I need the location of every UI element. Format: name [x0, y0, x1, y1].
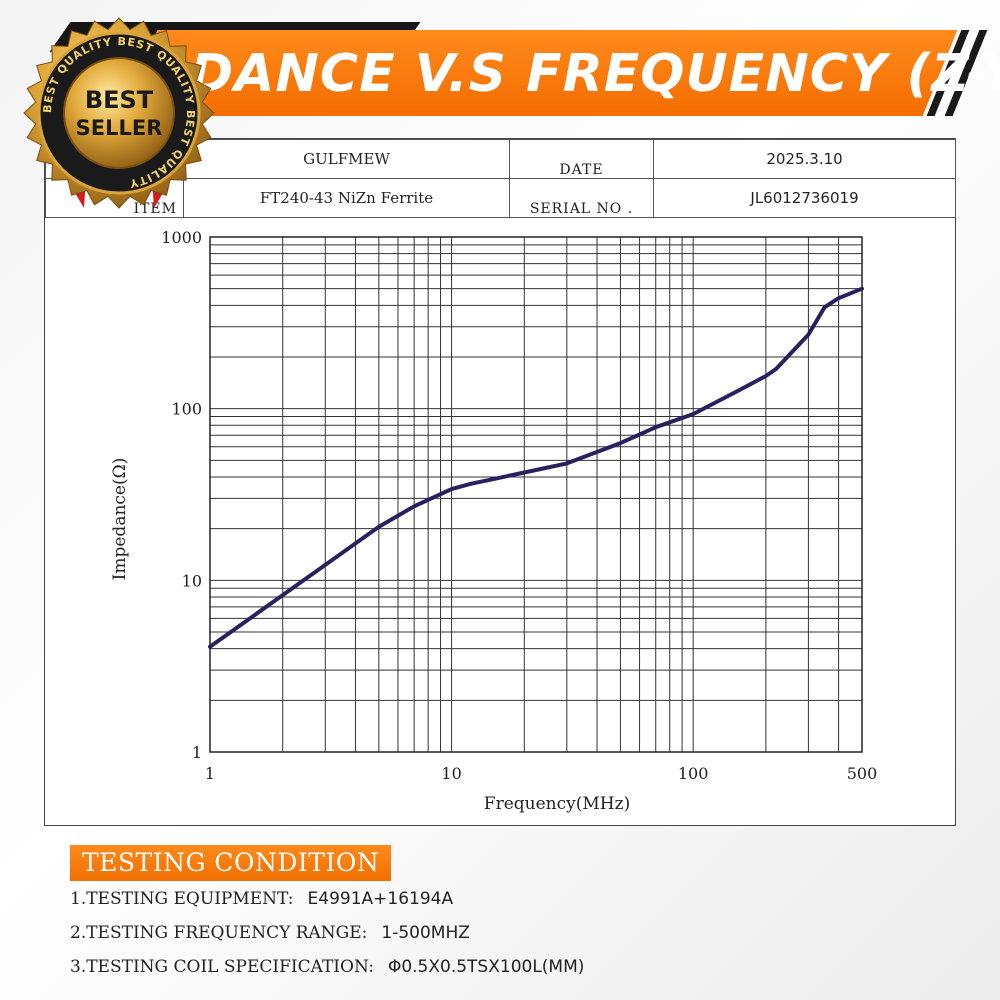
best-seller-badge: BEST QUALITY BEST QUALITY BEST QUALITY B… — [23, 17, 215, 209]
y-tick-label: 10 — [182, 571, 202, 590]
condition-value: Φ0.5X0.5TSX100L(MM) — [387, 957, 585, 977]
condition-line: 3.TESTING COIL SPECIFICATION: Φ0.5X0.5TSX… — [70, 957, 584, 977]
info-table: GULFMEW DATE 2025.3.10 ITEM FT240-43 NiZ… — [45, 139, 956, 218]
condition-line: 1.TESTING EQUIPMENT: E4991A+16194A — [70, 889, 453, 909]
x-tick-label: 10 — [441, 764, 461, 783]
y-tick-label: 1000 — [161, 228, 202, 247]
badge-line1: BEST — [85, 86, 154, 114]
serial-value: JL6012736019 — [653, 178, 956, 218]
condition-label: 1.TESTING EQUIPMENT: — [70, 889, 294, 909]
x-tick-label: 100 — [678, 764, 709, 783]
x-tick-label: 1 — [205, 764, 215, 783]
testing-condition-header: TESTING CONDITION — [70, 845, 392, 881]
impedance-chart: 1 10 100 500 1 10 100 1000 Frequency(MHz) Imped… — [110, 228, 877, 814]
page-title: DANCE V.S FREQUENCY (Z-Y) — [190, 44, 1000, 104]
plot-frame — [209, 236, 863, 753]
y-tick-label: 100 — [171, 400, 202, 419]
condition-value: 1-500MHZ — [381, 923, 470, 943]
x-tick-label: 500 — [847, 764, 878, 783]
serial-label: SERIAL NO . — [509, 178, 654, 218]
chart-card: GULFMEW DATE 2025.3.10 ITEM FT240-43 NiZ… — [44, 138, 956, 826]
badge-line2: SELLER — [76, 116, 163, 140]
condition-label: 2.TESTING FREQUENCY RANGE: — [70, 923, 368, 943]
y-axis-label: Impedance(Ω) — [110, 458, 130, 581]
date-value: 2025.3.10 — [653, 139, 956, 179]
impedance-series-line — [208, 286, 864, 649]
condition-line: 2.TESTING FREQUENCY RANGE: 1-500MHZ — [70, 923, 470, 943]
y-tick-label: 1 — [192, 743, 202, 762]
condition-label: 3.TESTING COIL SPECIFICATION: — [70, 957, 374, 977]
chart-tick-labels: 1 10 100 500 1 10 100 1000 — [161, 228, 877, 783]
badge-center — [63, 57, 175, 169]
item-value: FT240-43 NiZn Ferrite — [183, 178, 510, 218]
condition-value: E4991A+16194A — [307, 889, 454, 909]
chart-grid — [209, 236, 863, 753]
x-axis-label: Frequency(MHz) — [484, 794, 630, 814]
